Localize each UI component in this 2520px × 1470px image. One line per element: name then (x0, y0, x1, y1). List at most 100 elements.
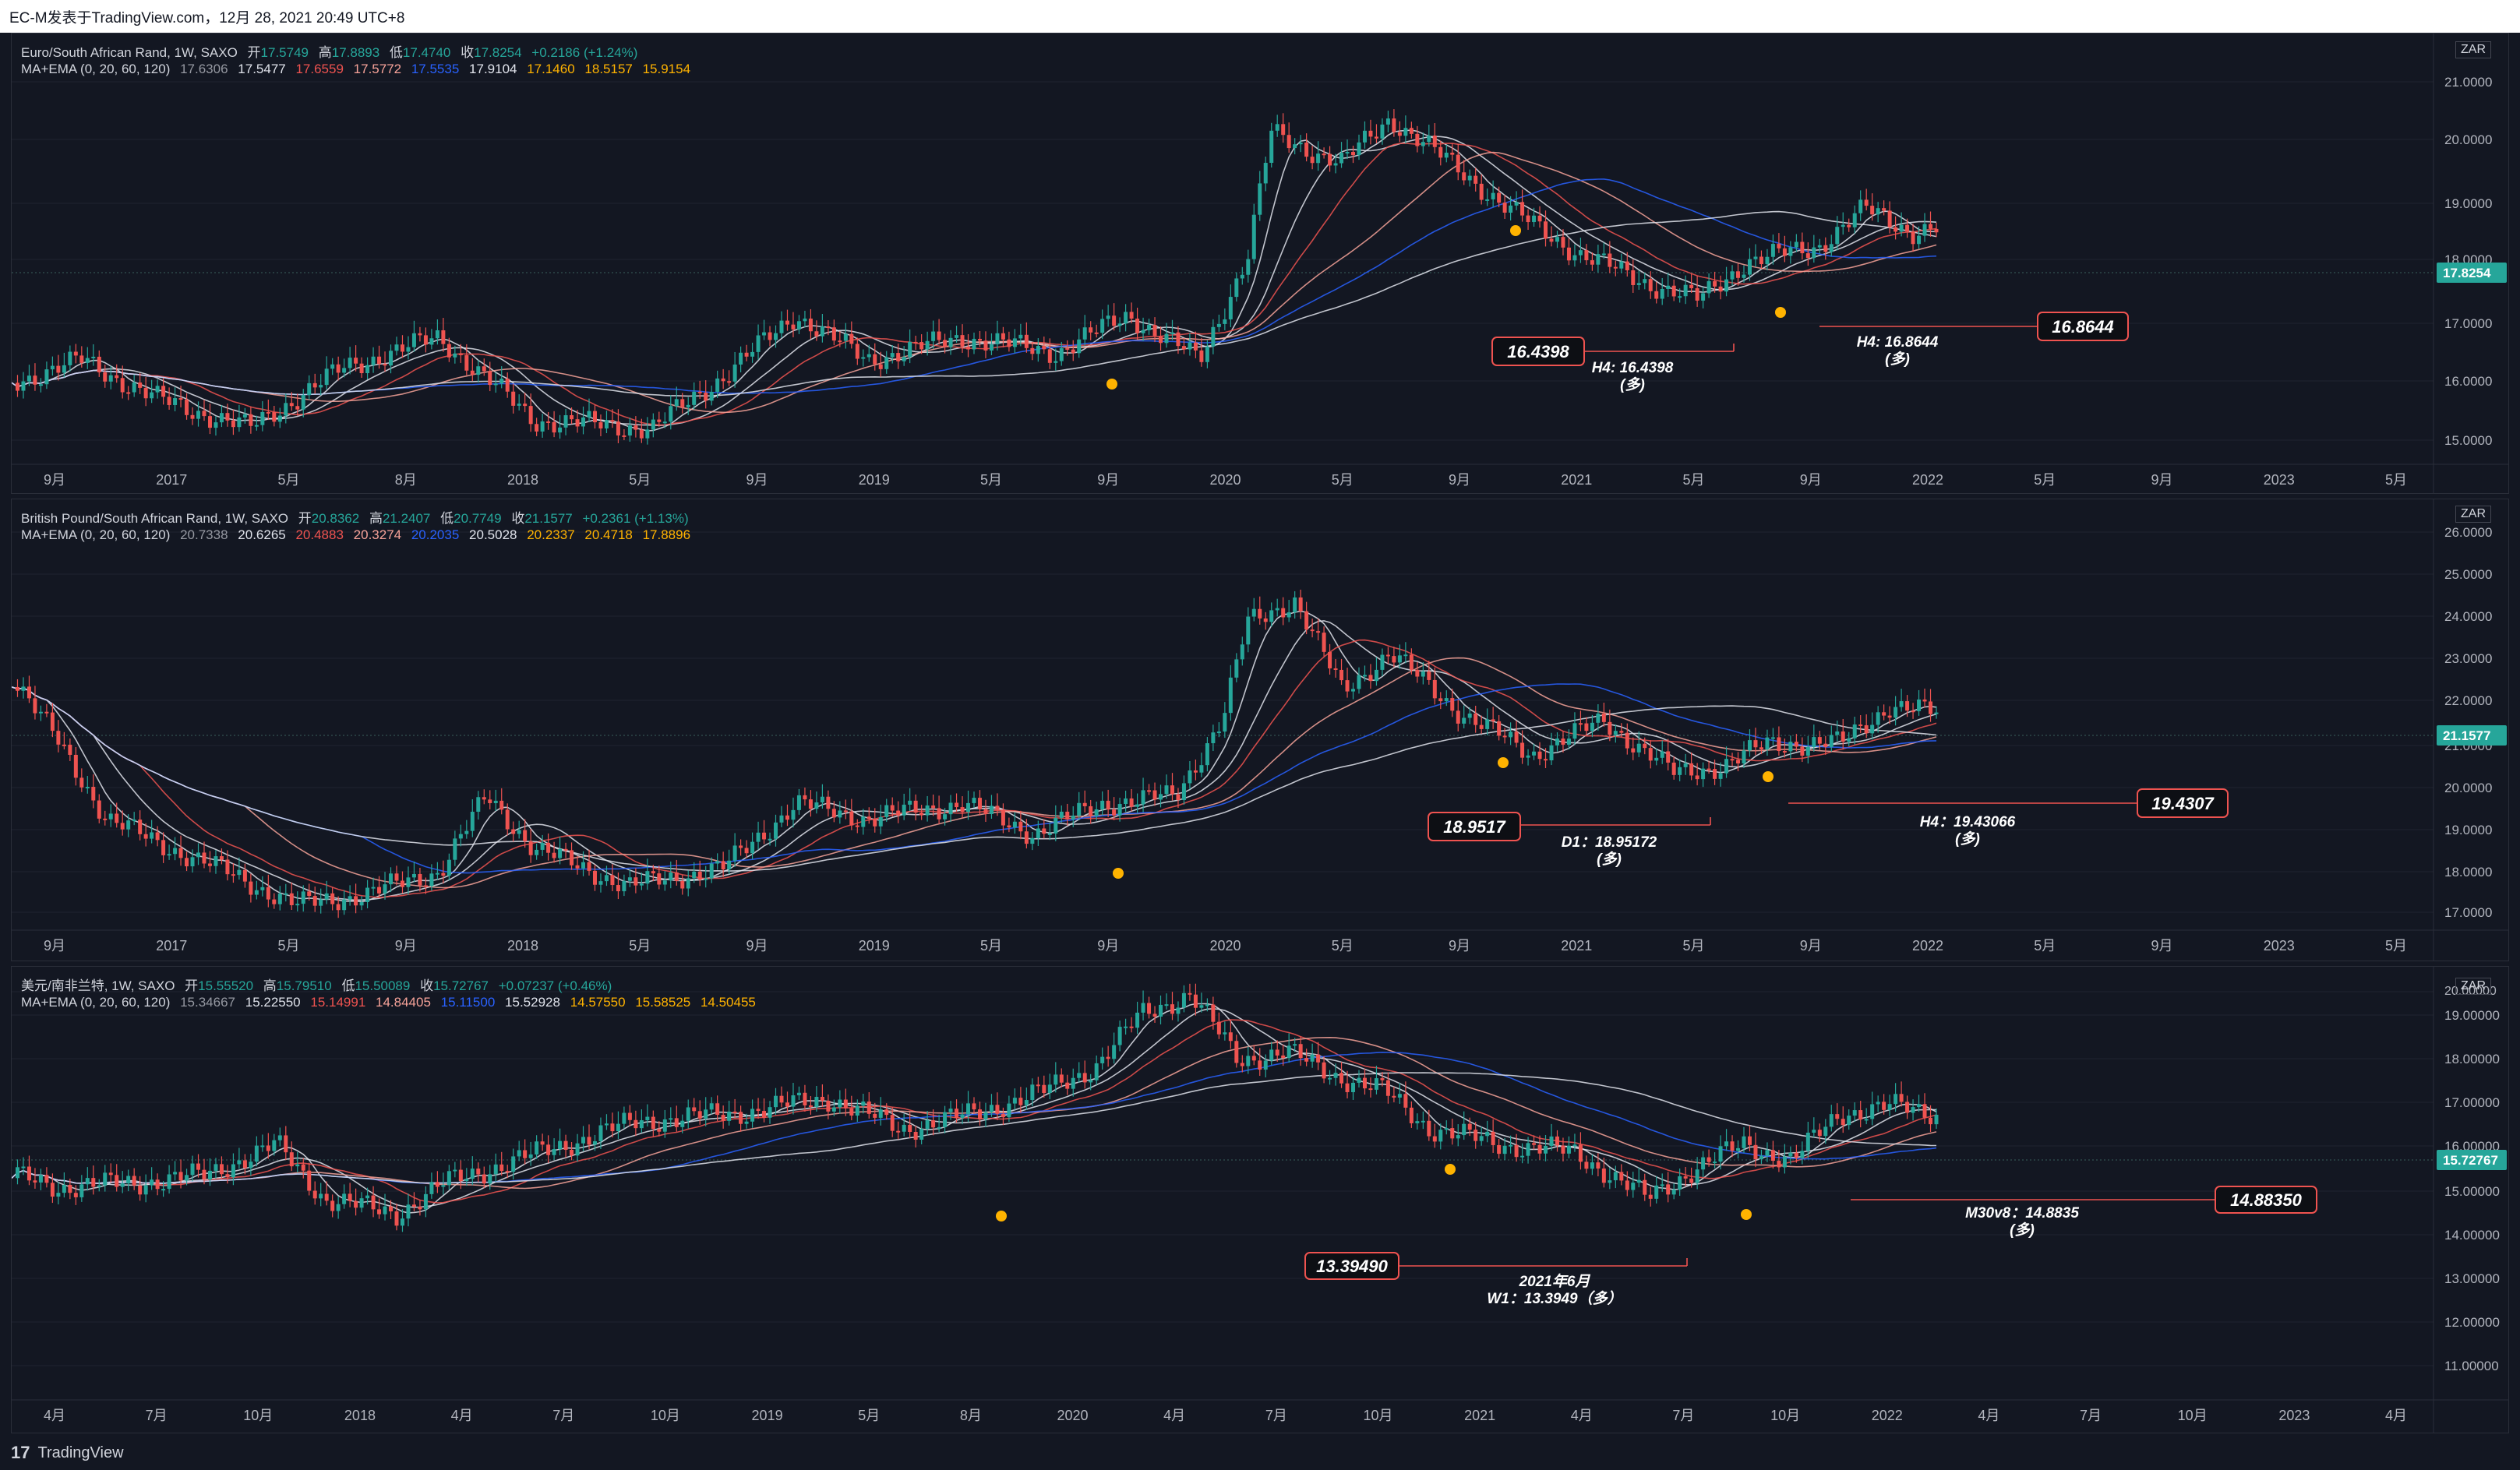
candle-body (831, 327, 836, 341)
candle-body (1216, 731, 1221, 734)
candle-body (1071, 1077, 1075, 1089)
candle-body (1636, 1179, 1641, 1183)
candle-body (1415, 133, 1420, 146)
candle-body (1368, 130, 1373, 137)
currency-button[interactable]: ZAR (2455, 41, 2491, 58)
candle-body (202, 1169, 206, 1180)
chart-pane-usdzar[interactable]: 19.00000 18.00000 17.00000 16.00000 15.00000… (11, 966, 2509, 1433)
time-axis-label: 5月 (2034, 472, 2056, 488)
candle-body (1894, 707, 1898, 718)
candle-body (85, 787, 90, 789)
candle-body (207, 863, 212, 866)
ma-legend[interactable]: MA+EMA (0, 20, 60, 120) 15.34667 15.2255… (21, 995, 762, 1010)
candle-body (651, 871, 655, 874)
price-chart[interactable]: 26.000025.000024.000023.000022.000021.00… (12, 499, 2509, 961)
candle-body (1613, 266, 1618, 269)
candle-body (995, 806, 1000, 810)
ma-legend[interactable]: MA+EMA (0, 20, 60, 120) 17.6306 17.5477 … (21, 62, 697, 77)
candle-body (948, 1109, 953, 1112)
candle-body (896, 810, 901, 816)
candle-body (826, 326, 831, 329)
candle-body (715, 1103, 720, 1116)
candle-body (1281, 608, 1286, 618)
candle-body (1018, 821, 1023, 832)
time-axis-label: 4月 (1571, 1408, 1593, 1423)
currency-button[interactable]: ZAR (2455, 978, 2491, 995)
candle-body (21, 1166, 26, 1169)
time-axis-label: 9月 (395, 938, 417, 954)
last-price-badge (2437, 263, 2507, 283)
candle-body (639, 1120, 644, 1129)
candle-body (254, 1145, 259, 1162)
candle-body (62, 1184, 66, 1193)
candle-body (674, 872, 679, 881)
candle-body (1934, 1114, 1939, 1125)
time-axis-label: 9月 (2151, 472, 2172, 488)
candle-body (1124, 1026, 1128, 1028)
candle-body (1269, 130, 1274, 164)
candle-body (79, 355, 84, 363)
ma-value: 15.9154 (642, 62, 691, 76)
candle-body (1322, 153, 1326, 156)
candle-body (1917, 1104, 1922, 1108)
candle-body (91, 787, 96, 801)
candle-body (1054, 817, 1058, 834)
candle-body (476, 366, 481, 375)
ma-value: 20.2337 (527, 527, 575, 542)
candle-body (1841, 224, 1845, 227)
candle-body (1770, 737, 1775, 739)
price-axis-label: 21.0000 (2444, 75, 2492, 90)
candle-body (1082, 802, 1087, 806)
candle-body (1742, 750, 1746, 764)
candle-body (1293, 597, 1297, 613)
candle-body (598, 881, 603, 885)
time-axis-label: 2019 (859, 472, 890, 488)
candle-body (1071, 815, 1075, 820)
candle-body (692, 871, 697, 879)
candle-body (1147, 1003, 1152, 1014)
candle-body (453, 838, 457, 860)
price-axis-label: 24.0000 (2444, 609, 2492, 624)
candle-body (1339, 153, 1344, 164)
candle-body (21, 686, 26, 691)
candle-body (1147, 325, 1152, 330)
candle-body (1181, 783, 1186, 800)
price-chart[interactable]: 19.0000018.0000017.0000016.0000015.00000… (12, 967, 2509, 1433)
candle-body (1514, 1144, 1519, 1158)
candle-body (1047, 833, 1052, 835)
moving-average-line (12, 610, 1937, 903)
candle-body (120, 378, 125, 393)
candle-body (1899, 1094, 1904, 1102)
candle-body (435, 330, 439, 339)
candle-body (1385, 1080, 1390, 1096)
candle-body (570, 850, 574, 865)
candle-body (1526, 755, 1530, 758)
candle-body (1544, 1145, 1548, 1154)
candle-body (56, 731, 61, 745)
candle-body (1549, 745, 1554, 761)
candle-body (791, 324, 796, 330)
price-axis-label: 17.00000 (2444, 1095, 2500, 1110)
candle-body (120, 823, 125, 830)
candle-body (540, 842, 545, 850)
chart-pane-eurzar[interactable]: 21.0000 20.0000 19.0000 18.0000 17.0000 16.00… (11, 33, 2509, 494)
ma-legend[interactable]: MA+EMA (0, 20, 60, 120) 20.7338 20.6265 … (21, 527, 697, 543)
currency-button[interactable]: ZAR (2455, 506, 2491, 523)
candle-body (1613, 1172, 1618, 1181)
price-chart[interactable]: 21.000020.000019.000018.000017.000016.00… (12, 33, 2509, 494)
candle-body (575, 1143, 580, 1156)
time-axis-label: 9月 (44, 938, 65, 954)
candle-body (219, 1164, 224, 1175)
candle-body (1042, 346, 1046, 350)
candle-body (254, 425, 259, 427)
candle-body (1829, 735, 1834, 747)
candle-body (1882, 1102, 1886, 1110)
candle-body (464, 354, 469, 371)
tradingview-logo-icon[interactable]: 17 (11, 1443, 30, 1462)
chart-pane-gbpzar[interactable]: 26.0000 25.0000 24.0000 23.0000 22.0000 21.00… (11, 499, 2509, 961)
candle-body (732, 845, 737, 861)
candle-body (1328, 1077, 1332, 1080)
candle-body (143, 1185, 148, 1195)
candle-body (1047, 349, 1052, 363)
price-callout-box (1304, 1252, 1399, 1280)
